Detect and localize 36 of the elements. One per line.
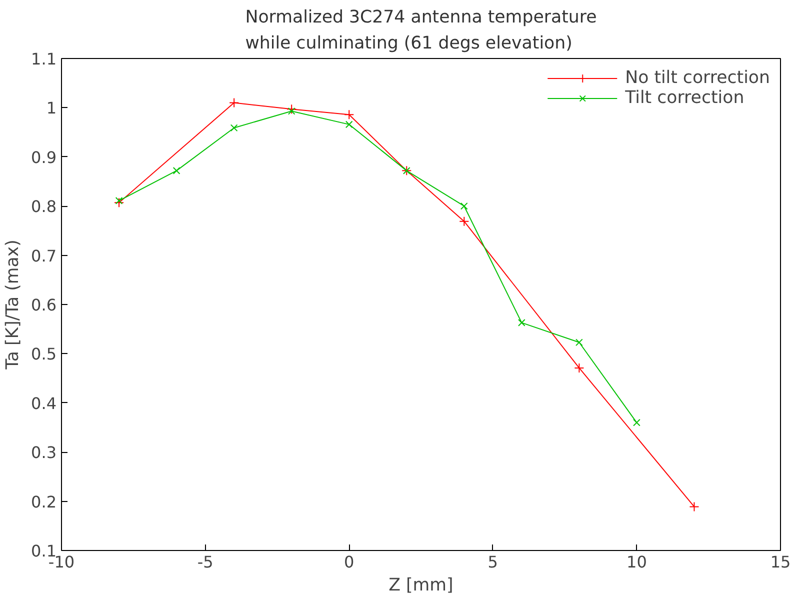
x-tick-label: 10: [626, 552, 647, 572]
point: [459, 216, 470, 226]
y-tick-label: 0.7: [31, 246, 57, 266]
point: [460, 202, 468, 210]
point: [115, 197, 123, 204]
point: [230, 124, 238, 132]
x-tick-label: -5: [197, 552, 214, 572]
point: [229, 98, 240, 108]
point: [574, 362, 584, 373]
y-tick-label: 0.9: [31, 148, 57, 167]
point: [633, 418, 640, 426]
point: [576, 338, 583, 346]
x-tick-label: 0: [344, 552, 354, 572]
y-tick-label: 0.4: [31, 394, 57, 413]
legend-label: No tilt correction: [625, 68, 770, 88]
point: [288, 107, 296, 115]
point: [286, 104, 297, 114]
x-tick-label: 5: [488, 552, 498, 572]
y-tick-label: 0.6: [31, 296, 57, 314]
y-tick-label: 0.2: [31, 492, 57, 512]
y-tick-label: 1.1: [31, 50, 57, 68]
x-tick-label: 15: [770, 552, 791, 572]
point: [518, 319, 526, 326]
legend-label: Tilt correction: [625, 88, 744, 108]
x-axis-title: Z [mm]: [388, 576, 454, 596]
point: [172, 166, 180, 174]
point: [114, 198, 124, 208]
point: [345, 120, 353, 128]
y-tick-label: 0.8: [31, 197, 57, 216]
y-tick-label: 0.5: [31, 344, 57, 364]
point: [344, 110, 354, 120]
y-tick-label: 1: [46, 98, 57, 118]
chart-title: Normalized 3C274 antenna temperature while culminating (61 degs elevation): [245, 8, 597, 54]
y-tick-label: 0.3: [31, 443, 57, 462]
y-axis-title: Ta [K]/Ta (max): [3, 240, 24, 370]
point: [689, 502, 700, 512]
